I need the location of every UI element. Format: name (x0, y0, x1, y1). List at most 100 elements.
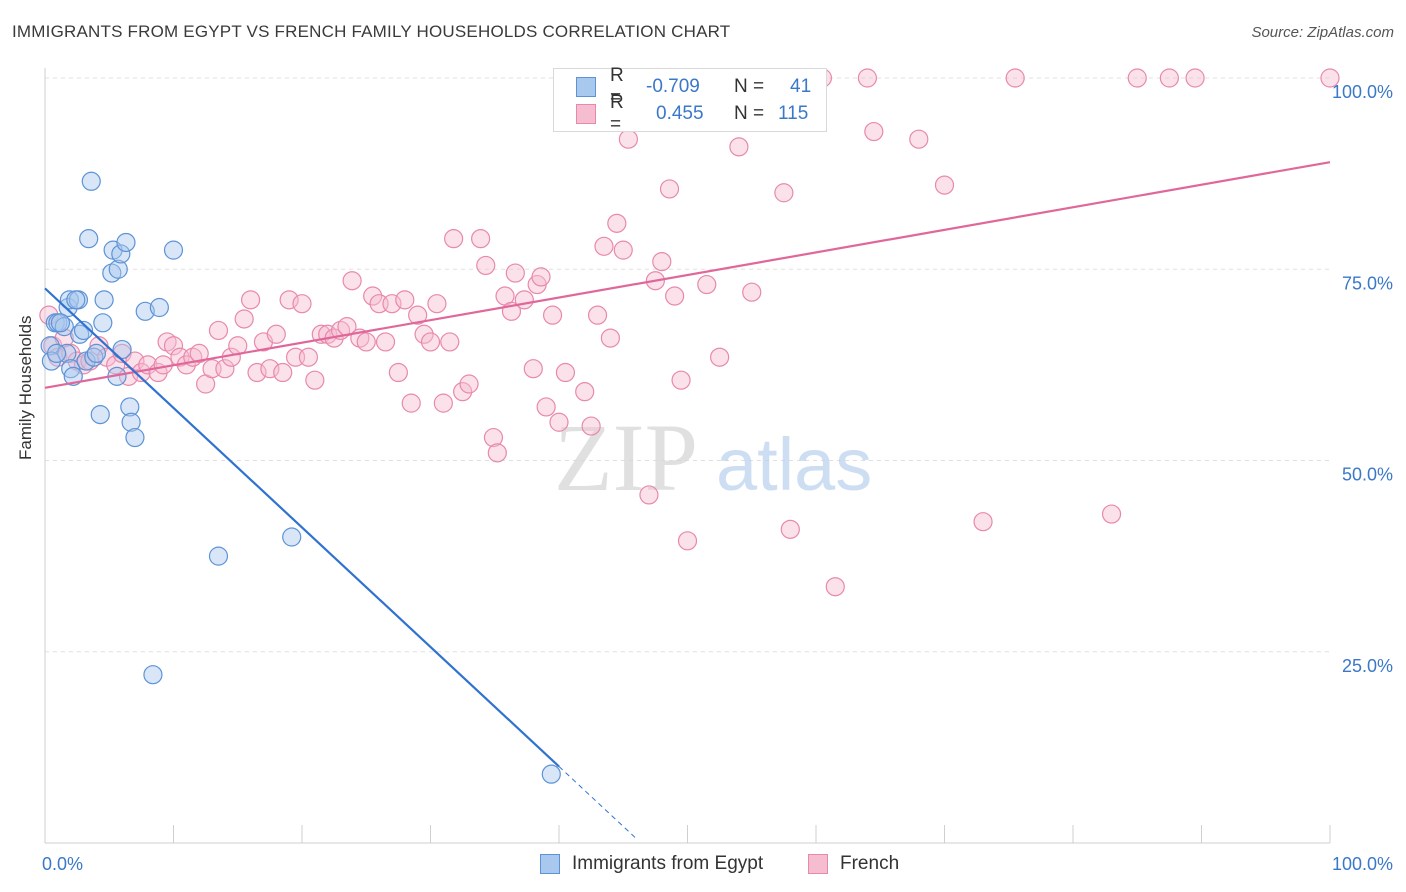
french-point (273, 362, 293, 383)
french-point (427, 294, 447, 314)
french-point (697, 274, 717, 295)
egypt-swatch (576, 77, 596, 97)
grid (45, 77, 1330, 653)
french-point (587, 305, 608, 325)
french-point (710, 347, 730, 367)
egypt-point (58, 297, 78, 318)
french-point (505, 263, 525, 283)
egypt-point (46, 343, 67, 363)
french-points (39, 68, 1340, 597)
n-value: 115 (778, 103, 809, 124)
french-point (825, 577, 845, 597)
legend-item-egypt[interactable]: Immigrants from Egypt (540, 852, 763, 876)
egypt-point (120, 397, 140, 417)
egypt-point (57, 343, 77, 363)
french-point (382, 294, 402, 314)
french-point (542, 305, 563, 325)
french-point (298, 347, 319, 367)
french-point (414, 324, 434, 344)
egypt-point (70, 324, 90, 344)
watermark-atlas: atlas (716, 423, 872, 506)
french-point (613, 240, 633, 260)
french-point (234, 309, 254, 329)
french-point (363, 286, 383, 306)
x-tick-label: 0.0% (42, 854, 83, 874)
french-point (780, 519, 800, 539)
french-point (440, 332, 460, 352)
french-point (215, 359, 235, 379)
egypt-point (73, 320, 94, 341)
egypt-points (40, 171, 561, 784)
french-point (1127, 68, 1147, 88)
egypt-point (54, 317, 74, 337)
french-point (1101, 504, 1122, 524)
axes (44, 68, 1331, 844)
french-point (395, 290, 415, 310)
french-point (1159, 68, 1179, 88)
french-point (659, 179, 680, 199)
watermark-zip: ZIP (554, 404, 698, 511)
egypt-legend-label: Immigrants from Egypt (572, 853, 764, 874)
french-point (677, 531, 698, 551)
egypt-point (163, 240, 184, 260)
french-point (523, 359, 543, 379)
french-point (471, 229, 491, 249)
y-tick-label: 75.0% (1342, 273, 1393, 293)
french-point (279, 290, 299, 310)
french-point (375, 332, 396, 352)
french-point (1005, 68, 1025, 88)
french-point (420, 332, 441, 352)
egypt-point (66, 290, 86, 310)
french-point (208, 320, 229, 341)
french-point (483, 427, 504, 448)
french-point (356, 332, 376, 352)
egypt-point (112, 339, 132, 360)
egypt-point (93, 313, 113, 333)
egypt-point (40, 336, 60, 356)
french-point (408, 305, 428, 325)
french-point (607, 213, 627, 233)
egypt-point (61, 359, 81, 379)
chart-title: IMMIGRANTS FROM EGYPT VS FRENCH FAMILY H… (12, 22, 731, 41)
french-point (555, 362, 576, 383)
egypt-point (94, 290, 114, 310)
french-point (453, 382, 473, 402)
french-legend-swatch (808, 854, 828, 874)
trend-lines (44, 161, 1331, 839)
french-point (665, 286, 685, 306)
y-tick-label: 100.0% (1332, 82, 1393, 102)
y-tick-label: 25.0% (1342, 656, 1393, 676)
french-point (388, 362, 408, 383)
french-point (600, 328, 621, 348)
french-point (342, 271, 362, 291)
french-point (444, 229, 464, 249)
tick-labels: 25.0% 50.0% 75.0% 100.0% 0.0% 100.0% (42, 82, 1393, 874)
r-label: R = (610, 65, 624, 108)
french-point (266, 324, 286, 344)
stats-row-french: R = 0.455 N = 115 (576, 92, 809, 135)
french-point (305, 370, 325, 390)
egypt-trend-line (44, 287, 560, 768)
egypt-point (541, 764, 561, 784)
french-point (189, 343, 209, 363)
egypt-point (135, 301, 155, 321)
legend-item-french[interactable]: French (808, 852, 899, 876)
egypt-point (63, 366, 83, 386)
n-label: N = (734, 76, 765, 97)
egypt-point (50, 313, 71, 333)
egypt-point (86, 343, 107, 363)
french-point (594, 236, 614, 256)
egypt-point (143, 665, 163, 685)
egypt-point (149, 297, 169, 318)
french-point (729, 137, 749, 157)
french-swatch (576, 104, 596, 124)
watermark: ZIP atlas (554, 404, 872, 511)
n-label: N = (734, 103, 765, 124)
egypt-point (125, 427, 145, 448)
french-point (857, 68, 878, 88)
egypt-point (208, 546, 229, 566)
french-point (1185, 68, 1205, 88)
french-point (909, 129, 929, 149)
french-point (531, 267, 551, 287)
